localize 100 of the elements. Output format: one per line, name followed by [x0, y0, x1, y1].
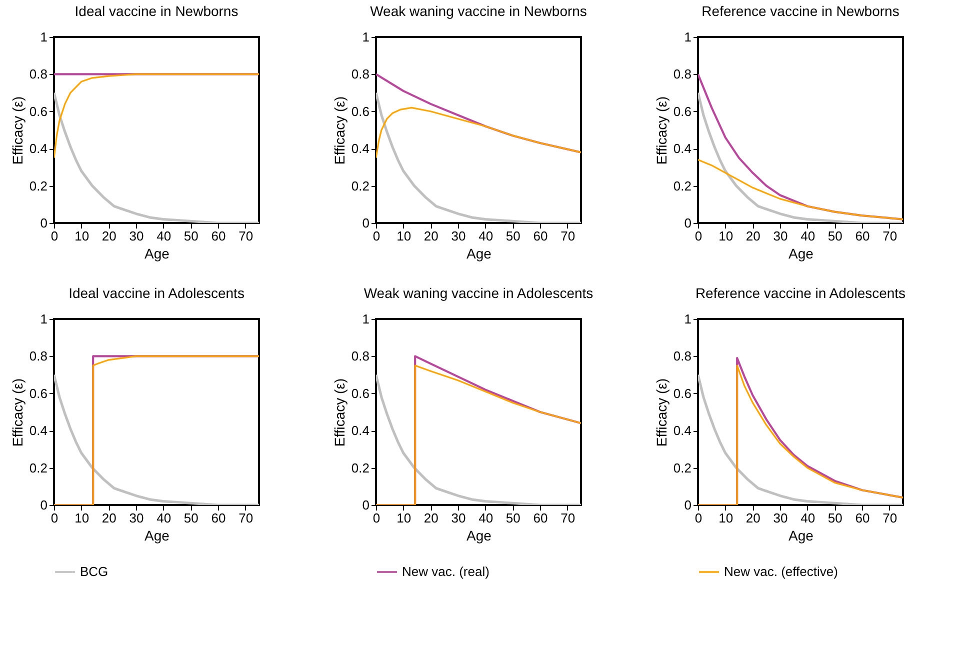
y-tick-label: 0.2	[351, 178, 370, 194]
y-axis-title: Efficacy (ε)	[9, 96, 26, 165]
y-tick-label: 0.6	[351, 386, 370, 401]
x-tick-label: 70	[560, 510, 576, 526]
x-tick-label: 50	[828, 510, 842, 526]
x-axis-title: Age	[466, 246, 492, 262]
x-tick-label: 10	[718, 510, 734, 526]
x-tick-label: 40	[800, 228, 816, 244]
x-tick-label: 70	[882, 228, 898, 244]
x-tick-label: 20	[424, 228, 438, 244]
y-tick-label: 1	[362, 312, 370, 326]
y-tick-label: 1	[684, 30, 692, 44]
x-tick-label: 60	[855, 228, 870, 244]
chart-title: Reference vaccine in Adolescents	[695, 285, 906, 301]
x-tick-label: 10	[718, 228, 734, 244]
y-tick-label: 0.2	[351, 460, 370, 476]
line-series	[54, 73, 259, 159]
x-tick-label: 20	[424, 510, 438, 526]
y-tick-label: 0	[362, 216, 370, 230]
x-tick-label: 40	[156, 510, 172, 526]
x-tick-label: 70	[238, 510, 254, 526]
x-tick-label: 10	[74, 228, 90, 244]
x-tick-label: 20	[746, 228, 760, 244]
line-series	[698, 158, 903, 220]
y-tick-label: 0.2	[29, 178, 48, 194]
y-axis-title: Efficacy (ε)	[331, 96, 348, 165]
y-tick-label: 0.6	[673, 104, 692, 119]
y-tick-label: 0.6	[29, 104, 48, 119]
legend-label: New vac. (effective)	[724, 564, 838, 579]
y-tick-label: 1	[362, 30, 370, 44]
y-tick-label: 0	[362, 498, 370, 512]
x-tick-label: 30	[129, 228, 144, 244]
y-tick-label: 0	[40, 216, 48, 230]
y-axis-title: Efficacy (ε)	[331, 378, 348, 447]
y-tick-label: 0.8	[673, 66, 692, 82]
x-tick-label: 30	[773, 228, 788, 244]
y-tick-label: 0.8	[351, 66, 370, 82]
y-tick-label: 0.2	[29, 460, 48, 476]
y-tick-label: 0.4	[673, 141, 692, 156]
chart-title: Weak waning vaccine in Adolescents	[364, 285, 594, 301]
x-tick-label: 60	[211, 228, 226, 244]
x-tick-label: 50	[828, 228, 842, 244]
x-tick-label: 0	[50, 228, 58, 244]
x-tick-label: 50	[184, 510, 198, 526]
x-axis-title: Age	[788, 246, 814, 262]
x-tick-label: 40	[478, 510, 494, 526]
x-tick-label: 60	[533, 510, 548, 526]
y-tick-label: 0.6	[673, 386, 692, 401]
x-tick-label: 70	[560, 228, 576, 244]
x-tick-label: 0	[694, 228, 702, 244]
x-axis-title: Age	[144, 246, 170, 262]
x-tick-label: 60	[211, 510, 226, 526]
x-axis-title: Age	[466, 528, 492, 544]
y-tick-label: 0	[684, 498, 692, 512]
x-axis-title: Age	[144, 528, 170, 544]
x-tick-label: 0	[50, 510, 58, 526]
x-tick-label: 0	[372, 228, 380, 244]
y-tick-label: 0.8	[29, 66, 48, 82]
legend-label: BCG	[80, 564, 108, 579]
line-series	[376, 92, 581, 223]
y-tick-label: 1	[40, 30, 48, 44]
y-tick-label: 0	[40, 498, 48, 512]
x-tick-label: 40	[478, 228, 494, 244]
line-series	[54, 92, 259, 223]
legend-label: New vac. (real)	[402, 564, 490, 579]
x-tick-label: 10	[396, 510, 412, 526]
y-tick-label: 1	[40, 312, 48, 326]
x-tick-label: 70	[238, 228, 254, 244]
y-tick-label: 0.2	[673, 178, 692, 194]
y-tick-label: 0	[684, 216, 692, 230]
x-tick-label: 20	[102, 228, 116, 244]
x-tick-label: 30	[451, 510, 466, 526]
x-tick-label: 10	[396, 228, 412, 244]
y-tick-label: 0.4	[351, 423, 370, 438]
y-axis-title: Efficacy (ε)	[9, 378, 26, 447]
x-tick-label: 40	[156, 228, 172, 244]
y-tick-label: 0.4	[673, 423, 692, 438]
x-axis-title: Age	[788, 528, 814, 544]
y-tick-label: 0.4	[29, 423, 48, 438]
x-tick-label: 30	[129, 510, 144, 526]
x-tick-label: 60	[533, 228, 548, 244]
x-tick-label: 70	[882, 510, 898, 526]
y-tick-label: 1	[684, 312, 692, 326]
y-tick-label: 0.6	[29, 386, 48, 401]
line-series	[376, 106, 581, 159]
x-tick-label: 20	[746, 510, 760, 526]
y-axis-title: Efficacy (ε)	[653, 378, 670, 447]
x-tick-label: 20	[102, 510, 116, 526]
chart-title: Weak waning vaccine in Newborns	[370, 3, 587, 19]
x-tick-label: 50	[506, 228, 520, 244]
x-tick-label: 40	[800, 510, 816, 526]
x-tick-label: 0	[372, 510, 380, 526]
y-axis-title: Efficacy (ε)	[653, 96, 670, 165]
y-tick-label: 0.4	[29, 141, 48, 156]
y-tick-label: 0.4	[351, 141, 370, 156]
x-tick-label: 50	[506, 510, 520, 526]
y-tick-label: 0.8	[29, 348, 48, 364]
chart-title: Ideal vaccine in Newborns	[74, 3, 238, 19]
y-tick-label: 0.2	[673, 460, 692, 476]
chart-title: Ideal vaccine in Adolescents	[68, 285, 244, 301]
